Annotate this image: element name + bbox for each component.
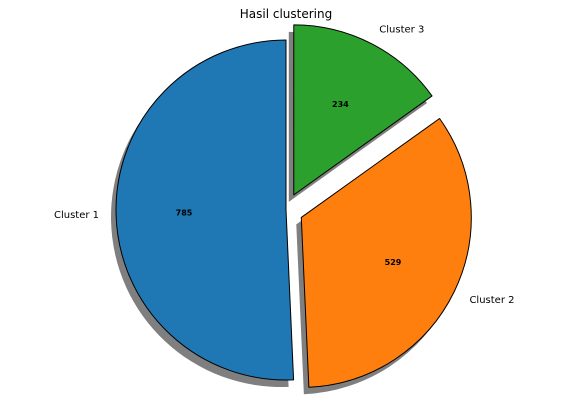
pie-labels: Cluster 1 785 Cluster 2 529 Cluster 3 234: [54, 25, 515, 307]
cluster-2-slice: [300, 118, 472, 388]
cluster-1-slice: [115, 39, 295, 381]
cluster-1-label: Cluster 1: [54, 210, 99, 221]
pie-slices: [115, 24, 472, 388]
cluster-3-slice: [293, 24, 433, 196]
cluster-2-label: Cluster 2: [469, 295, 514, 306]
cluster-2-value-label: 529: [385, 258, 402, 267]
cluster-3-value-label: 234: [332, 100, 349, 109]
chart-title: Hasil clustering: [240, 7, 332, 21]
cluster-3-label: Cluster 3: [379, 25, 424, 36]
cluster-1-value-label: 785: [176, 208, 193, 217]
